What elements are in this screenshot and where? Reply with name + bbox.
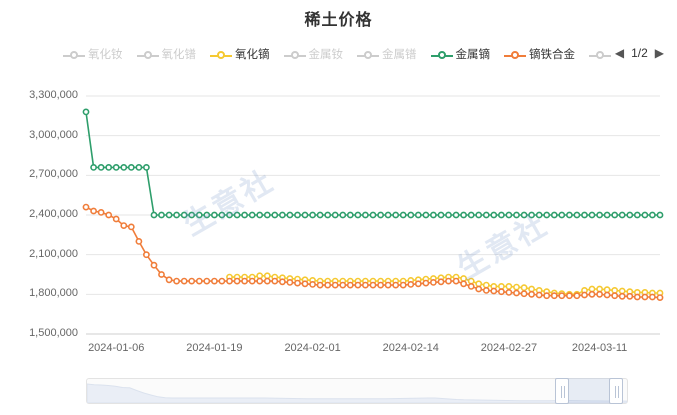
legend-item-金属钕[interactable]: 金属钕 [283,48,344,62]
y-axis-tick-label: 2,100,000 [29,247,78,260]
y-axis-tick-label: 1,800,000 [29,287,78,300]
legend-prev-icon[interactable]: ◀ [614,46,625,60]
legend-next-icon[interactable]: ▶ [654,46,664,60]
legend-marker-icon [589,49,611,61]
y-axis-tick-label: 3,000,000 [29,128,78,141]
page-title: 稀土价格 [304,12,373,29]
legend-item-label: 镝铁合金 [529,49,575,61]
legend-item-金属镨[interactable]: 金属镨 [357,48,417,62]
x-axis-tick-label: 2024-03-11 [571,342,628,354]
legend-item-金属镝[interactable]: 金属镝 [430,48,491,62]
legend-item-氧化钕[interactable]: 氧化钕 [63,48,123,62]
legend-item-镝铁合金[interactable]: 镝铁合金 [504,48,575,62]
slider-handle-left[interactable] [555,378,570,404]
legend-page-indicator: 1/2 [631,46,648,60]
legend-marker-icon [283,49,306,61]
legend-marker-icon [136,49,159,61]
legend-marker-icon [63,49,85,61]
slider-selected-window[interactable] [562,378,617,404]
legend-item-氧化镝[interactable]: 氧化镝 [210,48,270,62]
legend-item-label: 金属镨 [382,49,417,61]
legend-item-more[interactable] [589,49,614,61]
x-axis-tick-label: 2024-01-06 [88,342,145,354]
x-axis-tick-label: 2024-01-19 [186,342,243,354]
legend-item-label: 金属钕 [308,49,344,61]
legend-marker-icon [210,49,232,61]
y-axis-tick-label: 1,500,000 [29,327,78,339]
legend-marker-icon [430,49,453,61]
watermark-2: 生意社 [452,207,555,287]
y-axis-tick-label: 3,300,000 [29,89,78,101]
watermark-1: 生意社 [178,163,281,243]
slider-handle-right[interactable] [609,378,624,404]
legend-marker-icon [504,49,526,61]
legend-item-label: 氧化镨 [161,49,197,61]
legend-item-label: 氧化镝 [235,49,270,61]
x-axis-tick-label: 2024-02-01 [284,342,341,354]
x-axis-tick-label: 2024-02-27 [480,342,538,354]
legend-marker-icon [357,49,379,61]
y-axis-tick-label: 2,700,000 [29,168,78,181]
legend-item-label: 金属镝 [455,49,491,61]
range-slider[interactable] [86,378,628,404]
legend-item-氧化镨[interactable]: 氧化镨 [136,48,197,62]
legend-pager: ◀ 1/2 ▶ [610,46,669,60]
chart-legend: 氧化钕 氧化镨 氧化镝 金属钕 金属镨 金属镝 镝铁合金 [0,44,677,66]
legend-item-label: 氧化钕 [88,49,123,61]
y-axis-tick-label: 2,400,000 [29,208,78,220]
slider-preview [87,379,627,403]
x-axis-tick-label: 2024-02-14 [382,342,439,354]
